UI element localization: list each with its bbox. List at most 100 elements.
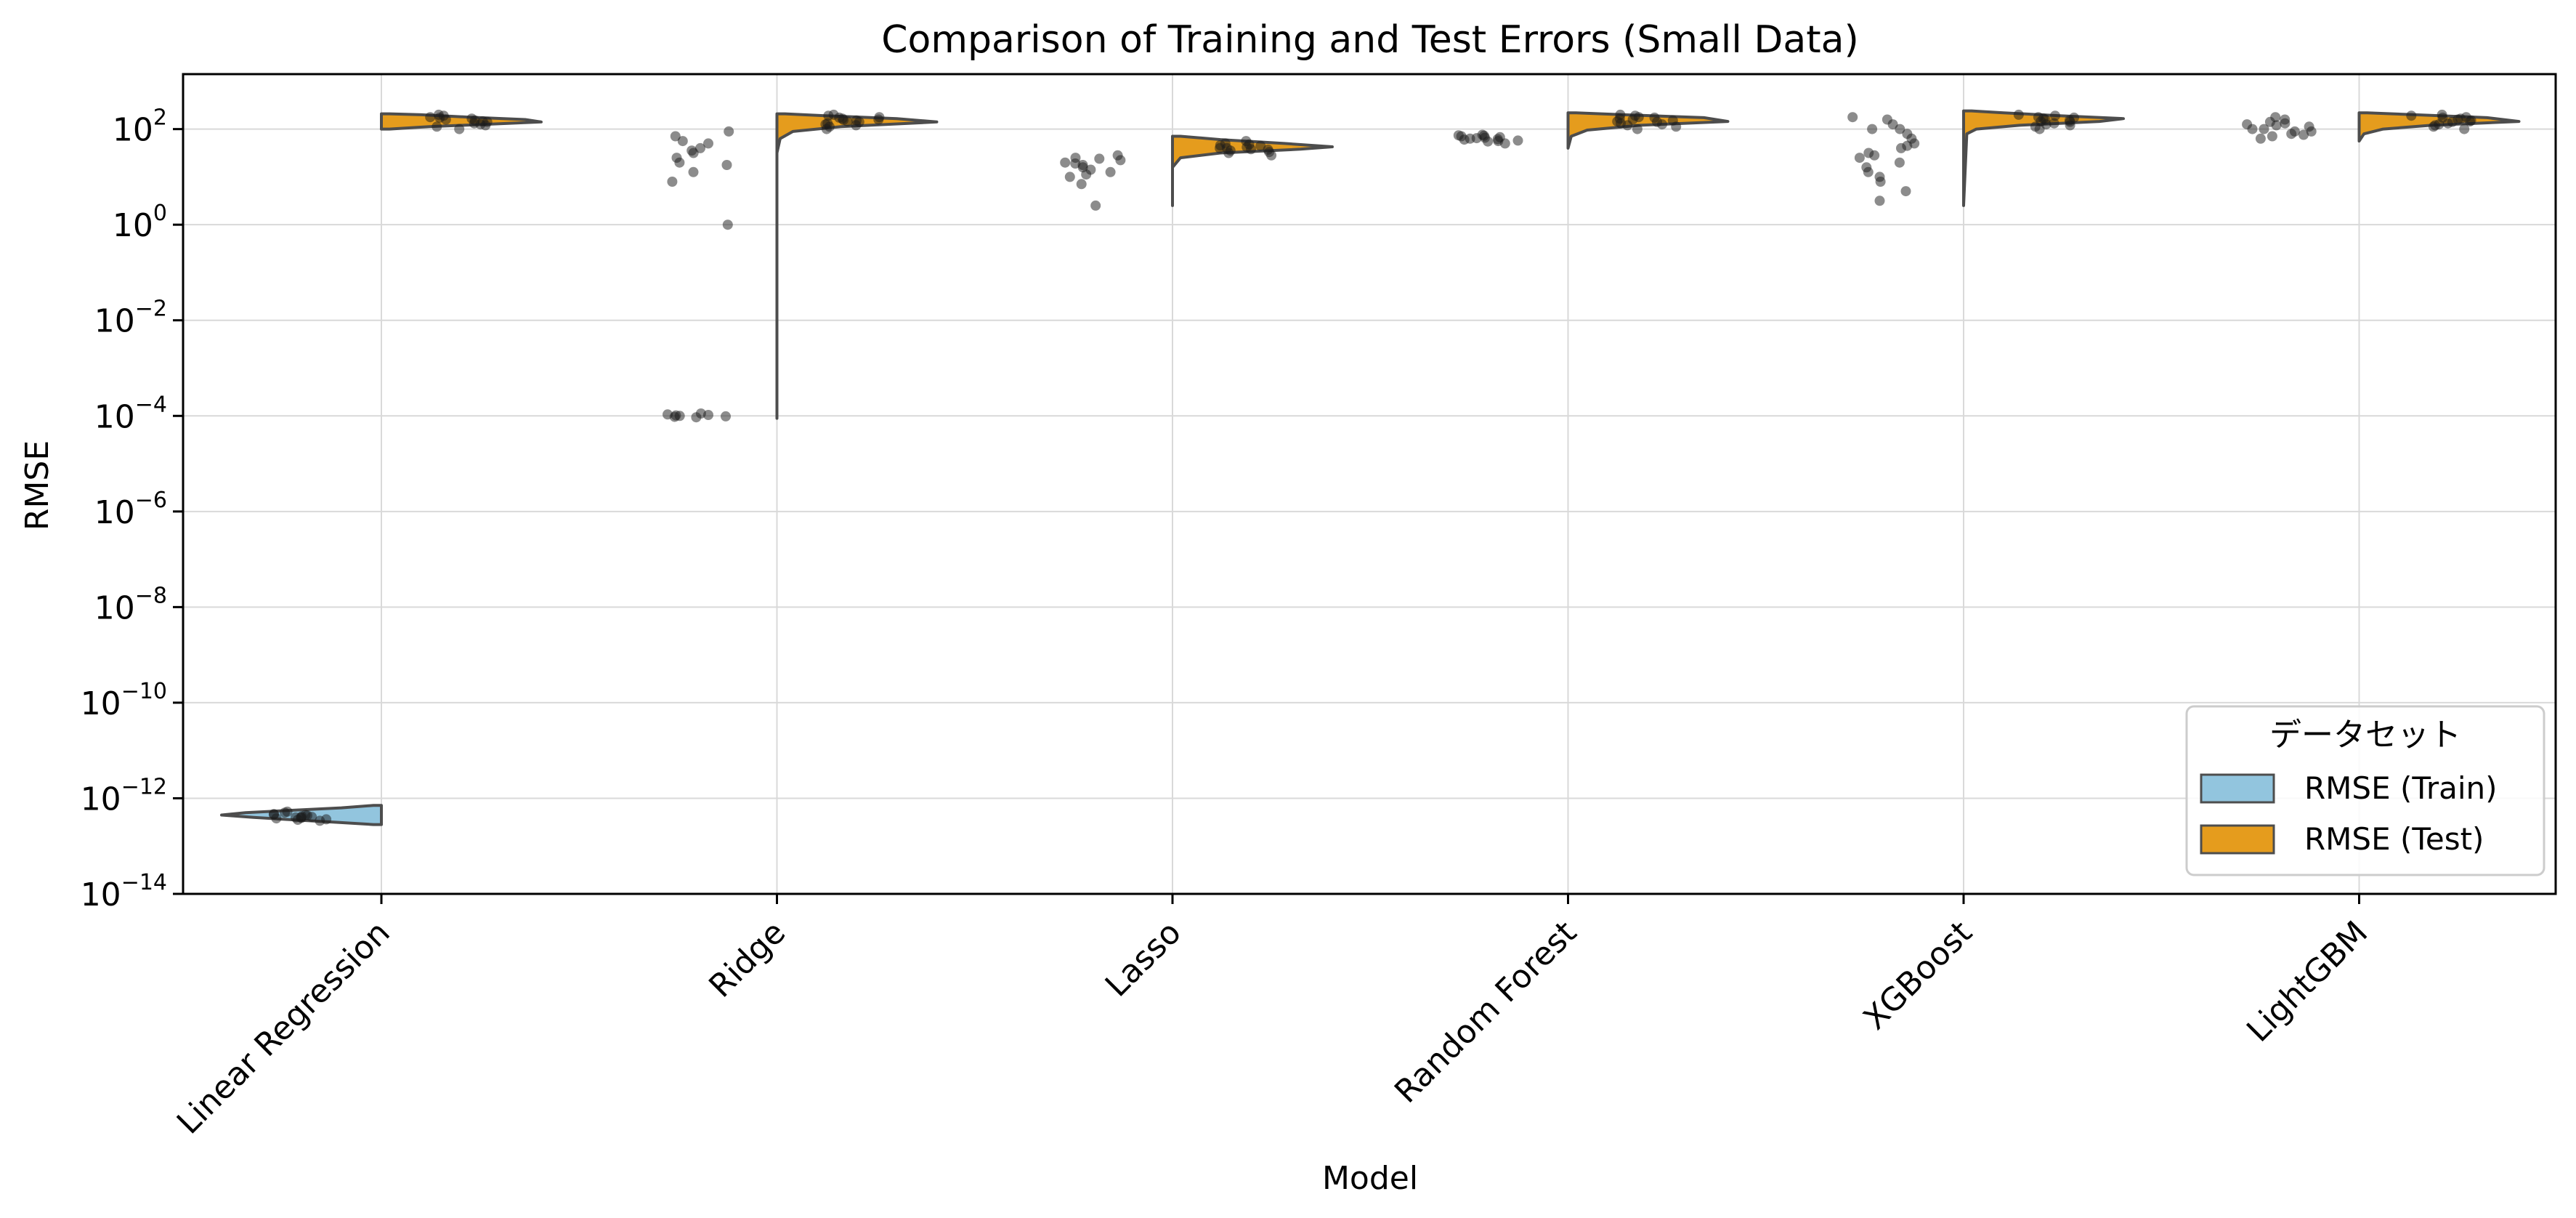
data-point-test [1612, 116, 1623, 127]
y-axis-ticks: 10−14 10−12 10−10 10−8 10−6 10−4 10−2 100 102 [81, 105, 183, 914]
data-point-train [2280, 118, 2291, 129]
data-point-test [466, 113, 477, 124]
data-point-train [677, 136, 688, 147]
data-point-test [2069, 112, 2079, 123]
y-tick-label: 100 [113, 201, 167, 244]
data-points [268, 109, 2476, 826]
data-point-test [1255, 140, 1266, 151]
data-point-train [703, 138, 713, 149]
data-point-train [1900, 186, 1911, 197]
legend: データセット RMSE (Train) RMSE (Test) [2185, 705, 2545, 876]
x-tick-label: Random Forest [1388, 914, 1584, 1110]
data-point-train [1070, 158, 1081, 169]
y-tick-label: 102 [113, 105, 167, 149]
y-tick-label: 10−4 [94, 392, 167, 435]
legend-title: データセット [2269, 717, 2461, 754]
data-point-train [724, 126, 734, 137]
data-point-test [1629, 110, 1640, 121]
data-point-train [722, 219, 733, 230]
data-point-test [2430, 120, 2441, 131]
data-point-train [1894, 157, 1905, 168]
data-point-test [432, 121, 442, 132]
data-point-train [315, 815, 325, 826]
x-tick-label: Linear Regression [170, 914, 397, 1142]
data-point-train [1854, 153, 1865, 164]
x-axis-label: Model [1322, 1160, 1418, 1197]
data-point-train [1076, 179, 1087, 190]
y-tick-label: 10−8 [94, 583, 167, 626]
data-point-test [477, 116, 488, 127]
y-tick-label: 10−6 [94, 488, 167, 531]
data-point-train [1094, 153, 1105, 164]
data-point-train [691, 412, 702, 423]
data-point-train [721, 411, 731, 422]
data-point-train [2259, 124, 2269, 134]
violin-test-5 [2357, 111, 2521, 143]
legend-swatch-train [2200, 773, 2275, 804]
data-point-test [2437, 112, 2448, 123]
data-point-train [1902, 129, 1913, 140]
data-point-train [1081, 169, 1092, 180]
data-point-train [296, 812, 307, 823]
violin-test-1 [775, 112, 939, 420]
data-point-test [2049, 118, 2059, 129]
data-point-test [823, 110, 834, 121]
data-point-train [307, 812, 317, 823]
x-tick-label: Ridge [702, 914, 793, 1005]
y-tick-label: 10−2 [94, 297, 167, 340]
legend-label-test: RMSE (Test) [2304, 821, 2484, 857]
data-point-train [268, 809, 279, 820]
data-point-train [282, 806, 293, 817]
y-tick-label: 10−14 [81, 870, 167, 914]
data-point-train [688, 148, 699, 158]
y-tick-label: 10−10 [81, 679, 167, 722]
data-point-test [1632, 124, 1643, 134]
data-point-train [1090, 200, 1101, 211]
data-point-train [1060, 157, 1071, 168]
data-point-train [674, 157, 685, 168]
data-point-test [1263, 144, 1273, 155]
data-point-test [2459, 124, 2470, 134]
legend-box [2185, 705, 2545, 876]
data-point-train [671, 410, 681, 421]
data-point-test [1649, 112, 1660, 123]
data-point-test [425, 112, 436, 123]
data-point-test [2406, 110, 2417, 121]
data-point-train [1064, 172, 1075, 182]
data-point-test [1215, 140, 1226, 150]
data-point-train [1453, 130, 1464, 141]
violin-test-3 [1566, 111, 1730, 150]
data-point-train [670, 131, 681, 142]
data-point-train [667, 177, 678, 187]
data-point-train [2255, 133, 2266, 144]
legend-label-train: RMSE (Train) [2304, 770, 2498, 806]
data-point-test [2013, 109, 2024, 120]
data-point-test [838, 115, 849, 126]
data-point-test [851, 120, 862, 131]
legend-swatch-test [2200, 824, 2275, 855]
data-point-train [2267, 131, 2277, 142]
data-point-train [1874, 195, 1885, 206]
data-point-train [1882, 114, 1892, 125]
data-point-test [2050, 110, 2060, 121]
data-point-train [663, 409, 673, 420]
data-point-train [1105, 166, 1116, 177]
plot-frame [182, 73, 2557, 895]
data-point-train [2298, 129, 2309, 140]
data-point-train [2289, 126, 2300, 137]
chart-title: Comparison of Training and Test Errors (… [881, 18, 1859, 62]
data-point-test [1667, 115, 1678, 126]
data-point-train [1867, 124, 1878, 134]
data-point-train [1847, 112, 1858, 123]
data-point-train [1861, 162, 1872, 173]
data-point-train [2247, 124, 2258, 134]
data-point-test [1622, 120, 1633, 131]
violin-test-2 [1171, 134, 1334, 207]
violin-test-4 [1962, 109, 2125, 207]
data-point-test [822, 118, 833, 129]
data-point-train [1492, 134, 1503, 145]
x-tick-label: LightGBM [2240, 914, 2375, 1049]
data-point-train [721, 160, 732, 170]
data-point-train [2271, 120, 2282, 131]
